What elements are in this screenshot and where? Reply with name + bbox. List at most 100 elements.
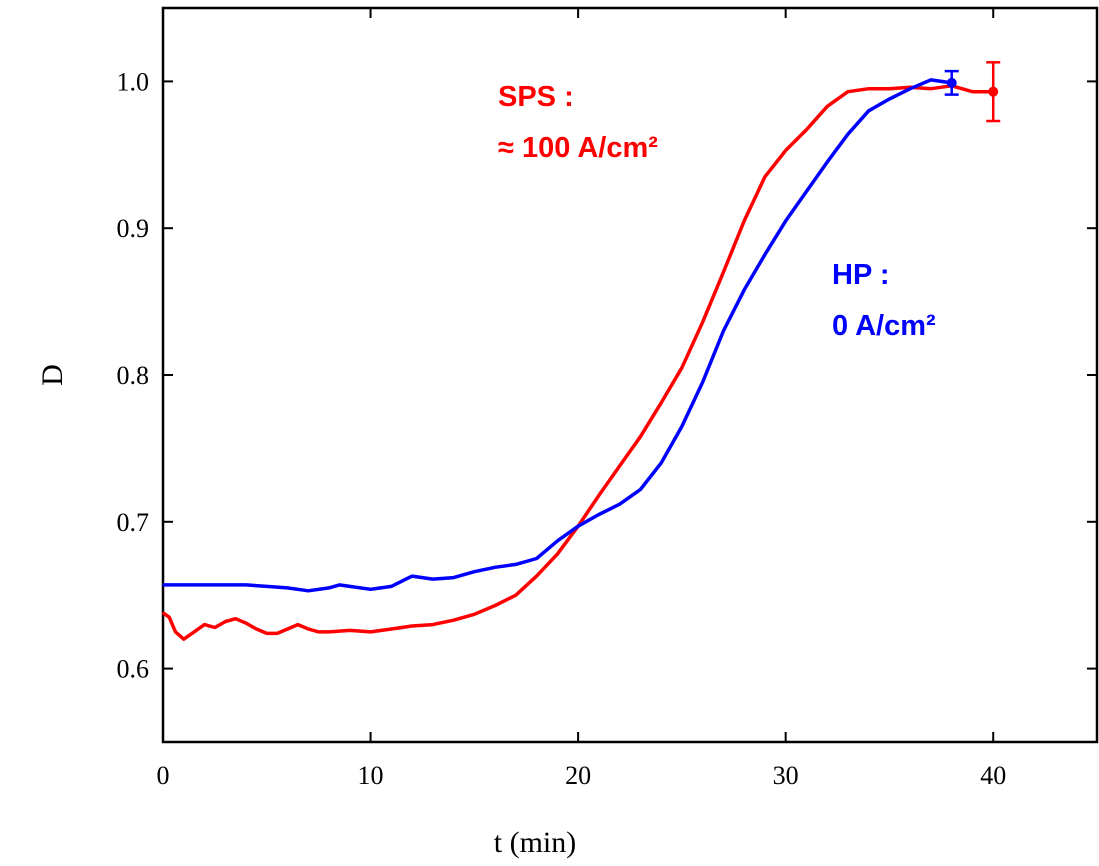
data-point-0 [203, 623, 206, 626]
data-point-1 [203, 584, 206, 586]
data-point-0 [515, 594, 517, 596]
data-point-0 [867, 87, 870, 90]
data-point-1 [701, 381, 704, 384]
data-point-0 [168, 616, 171, 619]
data-point-0 [174, 631, 177, 633]
x-tick-label: 10 [358, 761, 384, 790]
data-point-1 [411, 575, 413, 577]
data-point-1 [515, 563, 517, 566]
data-point-1 [432, 578, 434, 580]
data-point-0 [214, 626, 216, 629]
data-point-1 [940, 80, 943, 83]
data-point-1 [867, 109, 870, 112]
x-tick-label: 20 [565, 761, 591, 790]
data-point-1 [618, 503, 621, 505]
data-point-1 [805, 190, 808, 193]
endpoint-marker-0 [988, 86, 999, 97]
data-point-0 [328, 631, 330, 633]
data-point-0 [888, 87, 891, 90]
x-tick-label: 0 [157, 761, 170, 790]
data-point-1 [722, 330, 725, 332]
data-point-1 [681, 425, 683, 428]
data-point-0 [265, 632, 268, 635]
axes-layer: 0 10 20 30 40 0.6 0.7 0.8 0.9 1.0 t (min) D [36, 6, 1099, 859]
data-point-0 [245, 622, 247, 624]
y-tick-label: 0.8 [117, 361, 150, 390]
data-point-0 [598, 494, 600, 497]
x-tick-label: 30 [773, 761, 799, 790]
data-point-0 [432, 623, 434, 626]
data-point-0 [743, 220, 745, 222]
endpoint-marker-1 [946, 77, 957, 88]
data-point-1 [307, 589, 310, 592]
series-label-1: 0 A/cm² [832, 310, 936, 342]
annotation-layer: SPS : ≈ 100 A/cm² HP : 0 A/cm² [498, 81, 936, 342]
data-point-1 [535, 557, 538, 560]
data-point-1 [598, 513, 600, 516]
data-point-1 [245, 584, 247, 586]
data-point-0 [297, 623, 299, 626]
data-point-0 [276, 632, 278, 635]
data-point-1 [369, 588, 372, 591]
series-label-1: HP : [832, 259, 889, 291]
data-point-0 [193, 631, 195, 633]
data-point-1 [452, 576, 455, 579]
data-point-0 [722, 271, 725, 274]
data-point-0 [930, 87, 932, 90]
data-point-0 [390, 628, 393, 630]
data-point-0 [224, 620, 227, 623]
data-point-1 [556, 540, 559, 542]
data-point-0 [349, 629, 351, 632]
data-point-1 [743, 289, 745, 291]
series-label-0: ≈ 100 A/cm² [498, 132, 658, 164]
data-point-0 [286, 628, 289, 630]
data-point-0 [411, 625, 413, 627]
data-point-1 [764, 253, 766, 256]
data-point-1 [328, 587, 330, 589]
data-point-0 [317, 631, 320, 633]
data-point-0 [701, 321, 704, 323]
x-tick-label: 40 [980, 761, 1006, 790]
data-point-1 [660, 462, 662, 464]
data-point-1 [639, 488, 642, 491]
y-tick-label: 0.7 [117, 508, 150, 537]
data-point-0 [452, 619, 455, 621]
series-label-0: SPS : [498, 81, 574, 113]
series-line-0 [161, 84, 994, 641]
data-point-1 [577, 525, 579, 528]
x-axis-title: t (min) [494, 826, 577, 859]
data-point-1 [494, 566, 496, 569]
data-point-0 [255, 628, 258, 630]
data-point-0 [618, 465, 621, 467]
plot-frame [161, 6, 1099, 744]
data-point-0 [639, 435, 642, 438]
data-point-1 [930, 79, 932, 81]
data-point-1 [909, 87, 911, 90]
series-layer [161, 61, 1001, 641]
data-point-0 [826, 105, 828, 108]
data-point-0 [847, 90, 849, 93]
data-point-1 [826, 161, 828, 163]
data-point-1 [390, 585, 393, 588]
y-tick-label: 1.0 [117, 67, 150, 96]
data-point-0 [971, 90, 974, 93]
data-point-0 [535, 575, 538, 577]
data-point-1 [265, 585, 268, 588]
data-point-0 [473, 613, 476, 616]
y-axis-title: D [36, 364, 69, 386]
data-point-0 [660, 402, 662, 404]
data-point-1 [162, 584, 164, 586]
y-tick-label: 0.6 [117, 655, 150, 684]
data-point-1 [847, 133, 849, 136]
data-point-0 [494, 604, 496, 607]
data-point-0 [234, 617, 237, 620]
data-point-0 [307, 628, 310, 630]
data-point-0 [556, 553, 559, 555]
data-point-0 [805, 129, 808, 131]
data-point-0 [784, 149, 787, 152]
data-point-1 [784, 220, 787, 222]
data-point-1 [349, 585, 351, 588]
data-point-1 [473, 570, 476, 573]
data-point-0 [764, 176, 766, 178]
